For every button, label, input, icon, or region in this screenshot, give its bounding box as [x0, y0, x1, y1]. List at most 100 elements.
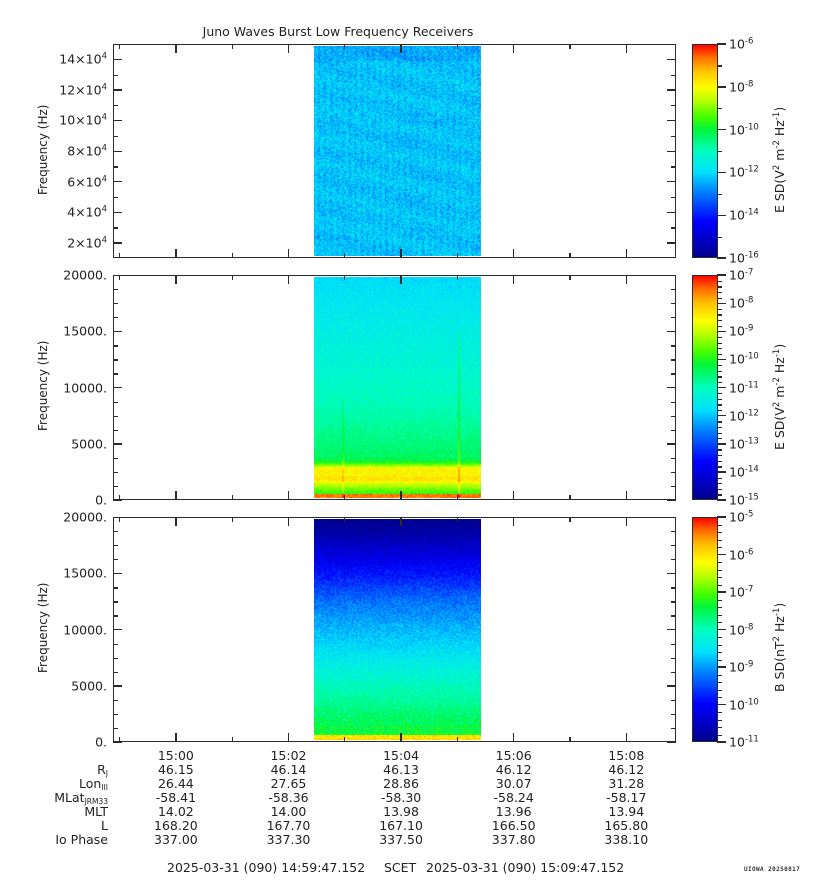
lfr-lf-b-panel — [113, 517, 676, 742]
colorbar-minor-tick-panel2 — [717, 466, 722, 468]
panel3-ytick-minor-right — [671, 671, 676, 673]
ephemeris-cell: 14.00 — [270, 804, 307, 819]
colorbar-tick-label-panel3: 10-5 — [729, 509, 754, 525]
panel1-ytick-minor-right — [671, 74, 676, 76]
panel2-ytick-label: 0. — [95, 492, 107, 508]
colorbar-tick-label-panel2: 10-14 — [729, 464, 759, 480]
colorbar-tick-panel3 — [717, 666, 726, 668]
colorbar-minor-tick-panel3 — [717, 539, 722, 541]
panel3-ytick-minor — [113, 615, 118, 617]
panel2-xtick — [287, 491, 290, 500]
panel3-xtick — [569, 737, 571, 742]
panel3-ytick-minor — [113, 587, 118, 589]
colorbar-tick-panel2 — [717, 499, 726, 501]
panel1-ytick-minor — [113, 196, 118, 199]
panel2-ytick-minor-right — [671, 471, 676, 474]
panel3-ytick-mark — [113, 516, 122, 518]
ephemeris-cell: -58.41 — [155, 790, 197, 805]
panel2-xtick-top — [400, 275, 402, 284]
panel2-ytick-minor-right — [671, 317, 676, 319]
colorbar-tick-panel2 — [717, 415, 726, 417]
panel1-ytick-label: 8×104 — [67, 143, 107, 159]
panel3-xtick — [231, 737, 233, 742]
panel1-xtick-top — [175, 44, 177, 53]
panel3-ytick-label: 20000. — [63, 509, 107, 525]
colorbar-tick-panel1 — [717, 171, 726, 174]
panel3-ytick-minor — [113, 713, 118, 716]
panel1-xtick — [344, 253, 346, 258]
panel2-xtick — [400, 491, 402, 500]
colorbar-minor-tick-panel2 — [717, 370, 722, 372]
colorbar-minor-tick-panel2 — [717, 381, 722, 384]
footer-end-time: 2025-03-31 (090) 15:09:47.152 — [426, 860, 625, 875]
panel3-xtick — [513, 733, 515, 742]
panel1-xtick-top — [344, 44, 346, 49]
panel2-xtick-top — [456, 275, 459, 280]
colorbar-minor-tick-panel2 — [717, 477, 722, 479]
panel1-xtick-top — [456, 44, 459, 49]
panel3-xtick — [118, 737, 121, 742]
colorbar-minor-tick-panel3 — [717, 524, 722, 526]
panel1-ytick-label: 14×104 — [59, 51, 107, 67]
colorbar-tick-label-panel3: 10-7 — [729, 584, 754, 600]
colorbar-tick-label-panel2: 10-13 — [729, 436, 759, 452]
colorbar-minor-tick-panel3 — [717, 569, 722, 571]
panel2-ytick-label: 5000. — [71, 436, 107, 452]
panel1-xtick — [456, 253, 459, 258]
panel2-ytick-minor — [113, 485, 118, 488]
panel3-xtick-top — [625, 517, 627, 526]
panel2-ytick-minor-right — [671, 289, 676, 291]
colorbar-minor-tick-panel3 — [717, 734, 722, 736]
panel3-xtick — [287, 733, 290, 742]
colorbar-minor-tick-panel1 — [717, 193, 722, 196]
ephemeris-cell: 167.10 — [379, 818, 423, 833]
panel2-xtick-top — [175, 275, 177, 284]
panel1-xtick-top — [231, 44, 233, 49]
panel3-ytick-minor-right — [671, 615, 676, 617]
panel2-xtick — [175, 491, 177, 500]
panel3-xtick — [175, 733, 177, 742]
colorbar-minor-tick-panel2 — [717, 488, 722, 491]
panel2-xtick — [456, 495, 459, 500]
panel1-ytick-minor — [113, 105, 118, 107]
colorbar-minor-tick-panel2 — [717, 336, 722, 339]
colorbar-tick-label-panel2: 10-10 — [729, 351, 759, 367]
panel2-ytick-mark — [113, 274, 122, 276]
panel1-xtick-top — [513, 44, 515, 53]
panel1-ytick-mark — [113, 211, 122, 213]
colorbar-frame-panel2 — [692, 275, 718, 500]
panel3-ytick-label: 15000. — [63, 565, 107, 581]
colorbar-tick-panel3 — [717, 516, 726, 518]
colorbar-gradient-panel2 — [692, 275, 718, 500]
panel2-xtick-top — [344, 275, 346, 280]
panel2-ytick-minor-right — [671, 345, 676, 347]
panel1-ytick-mark-right — [667, 58, 676, 61]
colorbar-minor-tick-panel2 — [717, 398, 722, 401]
panel3-ytick-minor-right — [671, 727, 676, 730]
panel2-ytick-minor — [113, 289, 118, 291]
panel1-ytick-mark — [113, 181, 122, 183]
ephemeris-cell: 165.80 — [604, 818, 649, 833]
panel1-xtick — [118, 253, 121, 258]
xaxis-tick-label: 15:02 — [270, 748, 307, 763]
panel3-ytick-mark-right — [667, 685, 676, 687]
panel1-ytick-label: 10×104 — [59, 112, 107, 128]
spectrogram-image-panel2 — [314, 277, 481, 498]
colorbar-minor-tick-panel2 — [717, 308, 722, 311]
panel2-ytick-minor-right — [671, 415, 676, 417]
ephemeris-cell: 30.07 — [495, 776, 532, 791]
panel1-ytick-mark-right — [667, 150, 676, 152]
panel1-ytick-mark — [113, 119, 122, 122]
panel1-ytick-mark — [113, 89, 122, 91]
colorbar-minor-tick-panel2 — [717, 494, 722, 496]
panel2-xtick — [344, 495, 346, 500]
panel2-xtick — [625, 491, 627, 500]
ephemeris-cell: 337.30 — [266, 832, 311, 847]
colorbar-tick-label-panel2: 10-7 — [729, 267, 754, 283]
ephemeris-cell: 27.65 — [270, 776, 307, 791]
panel3-ytick-minor-right — [671, 643, 676, 645]
colorbar-minor-tick-panel2 — [717, 376, 722, 378]
ephemeris-cell: 337.00 — [154, 832, 198, 847]
colorbar-minor-tick-panel3 — [717, 719, 722, 721]
panel1-ytick-mark-right — [667, 119, 676, 122]
